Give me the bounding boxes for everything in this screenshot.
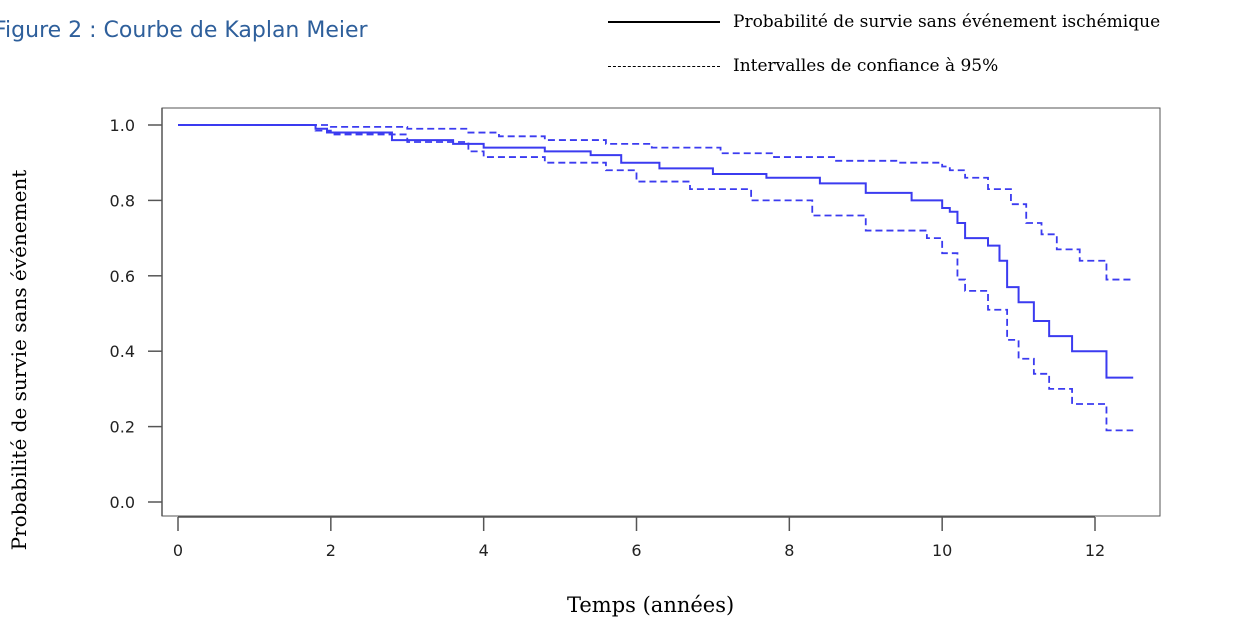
- legend-solid-line-swatch: [608, 21, 720, 23]
- x-tick-label: 0: [173, 541, 183, 560]
- x-axis-label: Temps (années): [567, 593, 735, 617]
- survival-curves: [178, 124, 1134, 432]
- y-tick-label: 0.8: [110, 191, 135, 210]
- x-tick-label: 12: [1085, 541, 1105, 560]
- legend-item-confidence: Intervalles de confiance à 95%: [608, 56, 998, 76]
- y-ticks: 0.0 0.2 0.4 0.6 0.8 1.0: [110, 116, 162, 512]
- x-tick-label: 8: [784, 541, 794, 560]
- figure-title: Figure 2 : Courbe de Kaplan Meier: [0, 18, 368, 43]
- x-tick-label: 10: [932, 541, 952, 560]
- y-tick-label: 0.2: [110, 418, 135, 437]
- y-tick-label: 1.0: [110, 116, 135, 135]
- x-ticks: 0 2 4 6 8 10 12: [173, 517, 1105, 560]
- x-tick-label: 2: [326, 541, 336, 560]
- y-tick-label: 0.0: [110, 493, 135, 512]
- survival-curve-line: [178, 124, 1134, 379]
- y-tick-label: 0.6: [110, 267, 135, 286]
- upper-confidence-line: [178, 124, 1134, 281]
- x-tick-label: 6: [631, 541, 641, 560]
- legend-item-survival: Probabilité de survie sans événement isc…: [608, 12, 1160, 32]
- x-tick-label: 4: [479, 541, 489, 560]
- y-tick-label: 0.4: [110, 342, 135, 361]
- legend-label-confidence: Intervalles de confiance à 95%: [733, 56, 999, 76]
- legend-label-survival: Probabilité de survie sans événement isc…: [733, 12, 1161, 32]
- legend-dashed-line-swatch: [608, 65, 720, 67]
- lower-confidence-line: [178, 124, 1134, 432]
